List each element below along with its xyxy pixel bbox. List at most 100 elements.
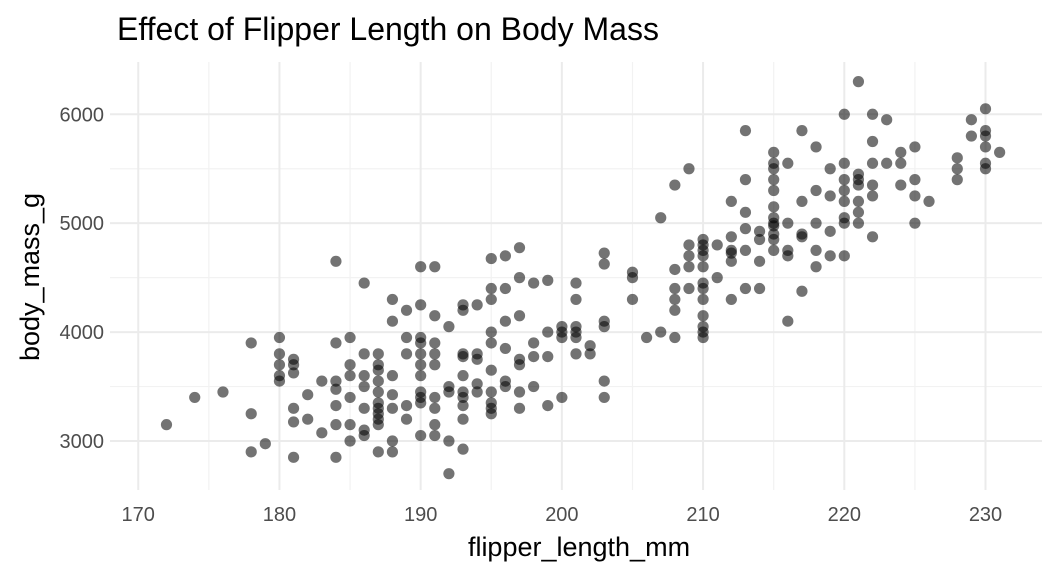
data-point — [330, 255, 342, 267]
data-point — [768, 146, 780, 158]
data-point — [344, 359, 356, 371]
data-point — [739, 174, 752, 186]
data-point — [697, 282, 709, 295]
data-point — [838, 250, 850, 262]
data-point — [330, 337, 342, 349]
data-point — [838, 174, 850, 186]
data-point — [429, 391, 441, 404]
data-point — [245, 408, 257, 420]
data-point — [697, 310, 709, 322]
data-point — [810, 217, 822, 229]
data-point — [513, 359, 526, 371]
data-point — [810, 244, 822, 257]
data-point — [669, 179, 681, 191]
data-point — [245, 446, 257, 458]
data-point — [994, 146, 1006, 158]
data-point — [499, 342, 511, 355]
data-point — [443, 435, 455, 447]
data-point — [895, 179, 907, 191]
data-point — [725, 247, 737, 259]
data-point — [330, 375, 342, 387]
x-tick-label: 180 — [263, 504, 296, 526]
data-point — [951, 152, 963, 164]
data-point — [669, 331, 681, 344]
data-point — [542, 350, 554, 363]
data-point — [429, 419, 441, 431]
data-point — [358, 402, 370, 414]
data-point — [598, 247, 610, 259]
data-point — [711, 239, 723, 251]
data-point — [824, 250, 836, 262]
data-point — [457, 370, 469, 382]
data-point — [287, 416, 300, 428]
data-point — [443, 321, 455, 333]
x-tick-label: 220 — [828, 504, 861, 526]
data-point — [697, 261, 709, 273]
data-point — [358, 429, 370, 442]
data-point — [386, 370, 399, 382]
data-point — [542, 399, 554, 412]
data-point — [400, 331, 413, 344]
y-tick-label: 4000 — [60, 322, 105, 344]
data-point — [584, 340, 596, 352]
data-point — [881, 114, 893, 126]
data-point — [499, 250, 511, 262]
data-point — [951, 174, 963, 186]
data-point — [429, 310, 441, 322]
data-point — [160, 419, 173, 431]
x-tick-label: 230 — [969, 504, 1002, 526]
data-point — [457, 413, 469, 425]
data-point — [626, 272, 639, 284]
data-point — [400, 413, 413, 425]
data-point — [542, 326, 554, 338]
data-point — [669, 293, 681, 306]
data-point — [739, 206, 752, 218]
data-point — [796, 231, 808, 243]
data-point — [768, 244, 780, 257]
data-point — [979, 130, 992, 142]
data-point — [796, 125, 808, 137]
data-point — [753, 282, 766, 295]
data-point — [316, 375, 328, 387]
data-point — [316, 427, 328, 439]
x-tick-label: 170 — [122, 504, 155, 526]
data-point — [598, 391, 610, 404]
data-point — [485, 364, 497, 376]
data-point — [866, 108, 879, 120]
data-point — [782, 315, 794, 327]
data-point — [725, 293, 737, 306]
data-point — [499, 380, 511, 393]
data-point — [287, 402, 300, 414]
data-point — [443, 468, 455, 480]
data-points — [160, 76, 1006, 480]
data-point — [810, 141, 822, 153]
data-point — [810, 261, 822, 273]
data-point — [570, 331, 582, 344]
data-point — [852, 76, 865, 88]
data-point — [725, 231, 737, 243]
data-point — [358, 348, 370, 360]
data-point — [485, 337, 497, 349]
data-point — [457, 350, 469, 363]
data-point — [725, 195, 737, 207]
data-point — [302, 413, 314, 425]
data-point — [471, 353, 483, 365]
data-point — [499, 315, 511, 327]
data-point — [669, 282, 681, 295]
data-point — [810, 184, 822, 197]
data-point — [386, 293, 399, 306]
data-point — [768, 201, 780, 213]
data-point — [358, 370, 370, 382]
data-point — [259, 438, 271, 450]
data-point — [330, 399, 342, 412]
data-point — [372, 386, 384, 398]
data-point — [485, 408, 497, 420]
data-point — [415, 397, 427, 409]
data-point — [768, 163, 780, 175]
data-point — [528, 337, 540, 349]
data-point — [471, 299, 483, 311]
data-point — [344, 419, 356, 431]
data-point — [753, 255, 766, 267]
data-point — [739, 282, 752, 295]
data-point — [400, 399, 413, 412]
